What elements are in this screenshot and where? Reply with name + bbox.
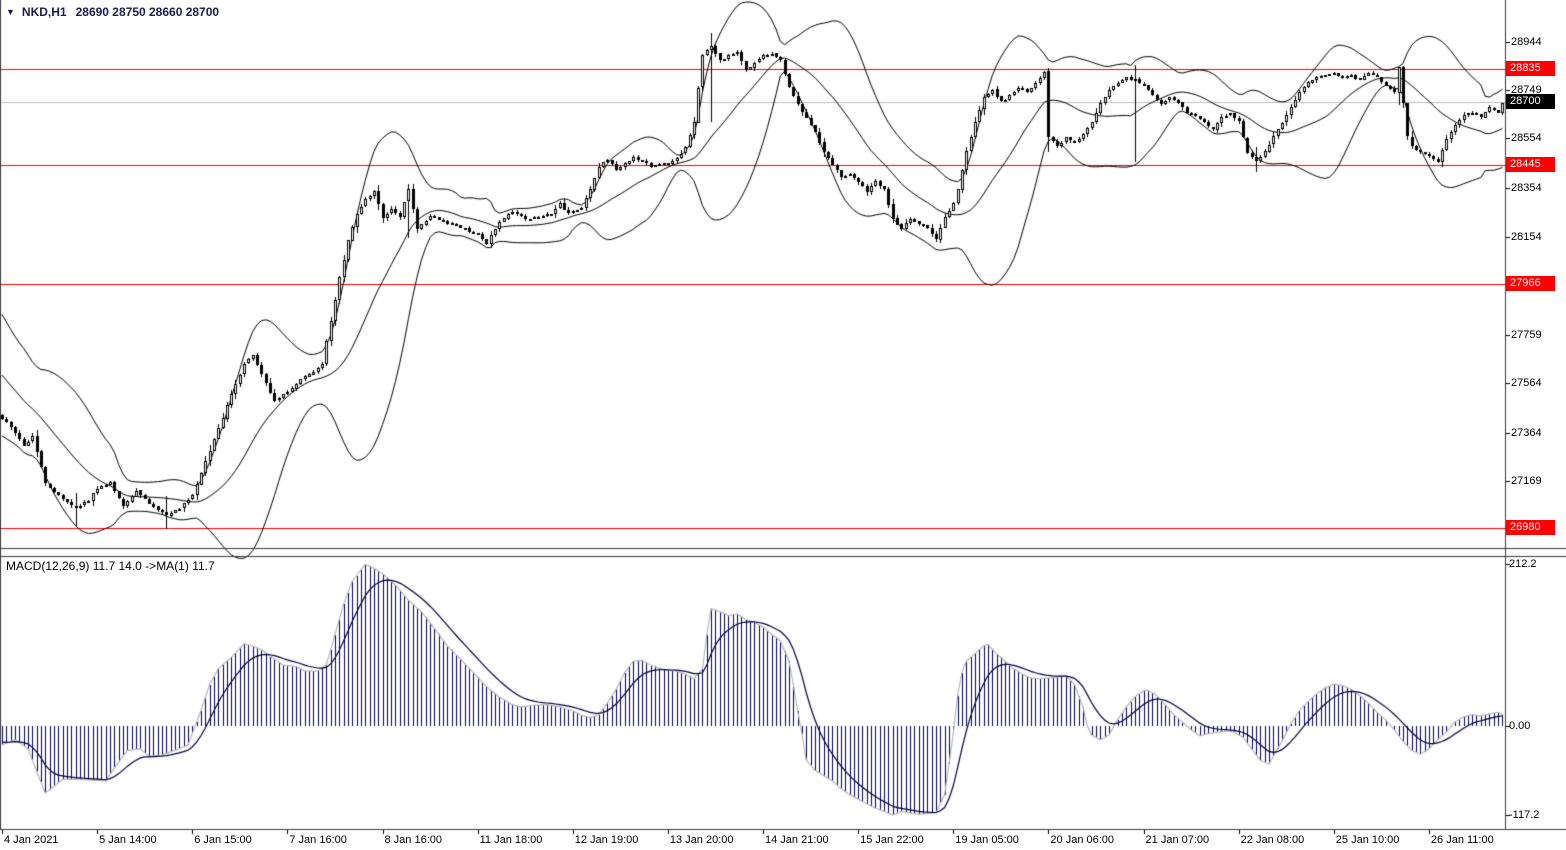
time-tick-label: 12 Jan 19:00 xyxy=(574,834,639,846)
time-tick-label: 21 Jan 07:00 xyxy=(1145,834,1210,846)
time-tick-label: 6 Jan 15:00 xyxy=(194,834,252,846)
price-tick-label: 28354 xyxy=(1511,181,1542,194)
price-tick-label: 28554 xyxy=(1511,132,1542,145)
time-tick-label: 4 Jan 2021 xyxy=(4,834,59,846)
macd-tick-label: 0.00 xyxy=(1509,719,1531,732)
time-tick-label: 11 Jan 18:00 xyxy=(479,834,543,846)
time-tick-label: 15 Jan 22:00 xyxy=(860,834,924,846)
price-tick-label: 27169 xyxy=(1511,474,1542,487)
time-tick-label: 7 Jan 16:00 xyxy=(289,834,347,846)
level-price-badge: 28445 xyxy=(1506,157,1555,173)
level-price-badge: 28835 xyxy=(1506,60,1555,76)
time-tick-label: 25 Jan 10:00 xyxy=(1335,834,1400,846)
collapse-triangle-icon[interactable]: ▼ xyxy=(6,7,15,17)
level-price-badge: 26980 xyxy=(1506,519,1555,535)
macd-tick-label: -117.2 xyxy=(1509,809,1540,822)
price-tick-label: 28154 xyxy=(1511,231,1542,244)
price-tick-label: 27564 xyxy=(1511,377,1542,390)
price-tick-label: 28749 xyxy=(1511,84,1542,97)
price-tick-label: 27759 xyxy=(1511,329,1542,342)
symbol-timeframe-label: NKD,H1 xyxy=(21,5,67,19)
time-tick-label: 13 Jan 20:00 xyxy=(669,834,734,846)
time-tick-label: 19 Jan 05:00 xyxy=(955,834,1019,846)
chart-title: ▼ NKD,H1 28690 28750 28660 28700 xyxy=(6,5,219,19)
time-tick-label: 20 Jan 06:00 xyxy=(1050,834,1115,846)
level-price-badge: 27966 xyxy=(1506,275,1555,291)
macd-tick-label: 212.2 xyxy=(1509,558,1537,571)
current-price-badge: 28700 xyxy=(1506,94,1555,110)
time-tick-label: 14 Jan 21:00 xyxy=(765,834,829,846)
time-tick-label: 5 Jan 14:00 xyxy=(99,834,157,846)
macd-indicator-label: MACD(12,26,9) 11.7 14.0 ->MA(1) 11.7 xyxy=(6,559,215,573)
time-tick-label: 22 Jan 08:00 xyxy=(1240,834,1305,846)
ohlc-readout: 28690 28750 28660 28700 xyxy=(75,5,220,19)
price-tick-label: 27364 xyxy=(1511,426,1542,439)
price-tick-label: 28944 xyxy=(1511,36,1542,49)
time-tick-label: 26 Jan 11:00 xyxy=(1430,834,1494,846)
time-tick-label: 8 Jan 16:00 xyxy=(384,834,443,846)
